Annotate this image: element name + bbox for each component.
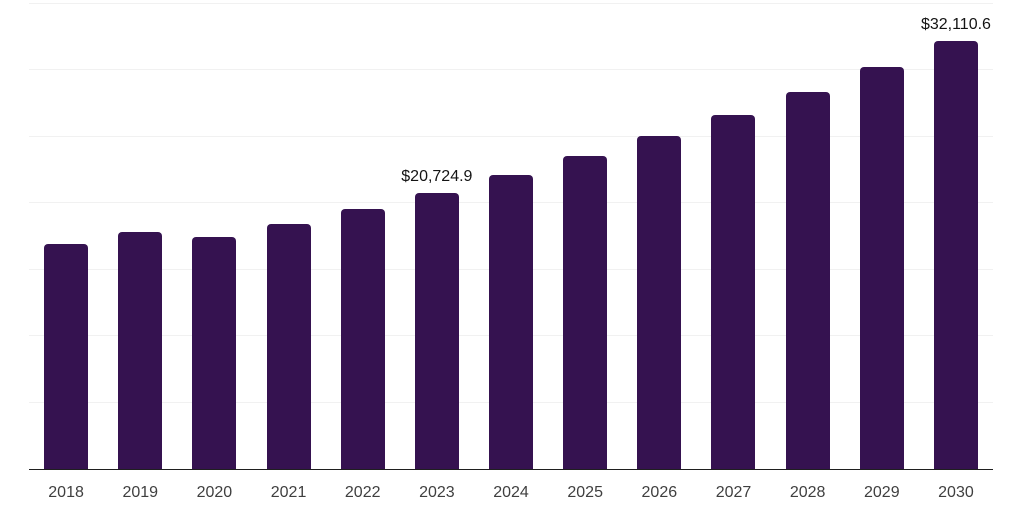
x-tick-2020: 2020 bbox=[196, 484, 233, 501]
x-tick-2026: 2026 bbox=[641, 484, 678, 501]
bar-2020[interactable] bbox=[192, 236, 237, 469]
bar-slot-2026 bbox=[622, 3, 696, 469]
gridline-25000 bbox=[29, 135, 993, 137]
bar-2024[interactable] bbox=[489, 175, 534, 469]
bars-row: $20,724.9 $32,110.6 bbox=[29, 3, 993, 469]
x-axis-labels: 2018 2019 2020 2021 2022 2023 2024 2025 2026 2027… bbox=[29, 483, 993, 503]
bar-2018[interactable] bbox=[44, 243, 89, 469]
x-tick-2024: 2024 bbox=[493, 484, 529, 501]
gridline-35000 bbox=[29, 2, 993, 4]
bar-2030[interactable] bbox=[933, 41, 978, 469]
bar-slot-2029 bbox=[845, 3, 919, 469]
bar-slot-2019 bbox=[103, 3, 177, 469]
bar-2026[interactable] bbox=[637, 136, 682, 469]
bar-2019[interactable] bbox=[118, 231, 163, 469]
bar-slot-2028 bbox=[771, 3, 845, 469]
bar-slot-2030: $32,110.6 bbox=[919, 3, 993, 469]
x-tick-2025: 2025 bbox=[567, 484, 603, 501]
x-tick-2018: 2018 bbox=[48, 484, 84, 501]
x-tick-2022: 2022 bbox=[344, 484, 381, 501]
bar-slot-2021 bbox=[251, 3, 325, 469]
bar-slot-2023: $20,724.9 bbox=[400, 3, 474, 469]
bar-slot-2027 bbox=[696, 3, 770, 469]
x-tick-2019: 2019 bbox=[122, 484, 159, 501]
bar-2023[interactable] bbox=[414, 193, 459, 469]
bar-2028[interactable] bbox=[785, 91, 830, 469]
bar-value-label-2023: $20,724.9 bbox=[401, 168, 473, 186]
bar-2021[interactable] bbox=[266, 223, 311, 469]
bar-2029[interactable] bbox=[859, 67, 904, 469]
x-tick-2023: 2023 bbox=[419, 484, 455, 501]
bar-slot-2022 bbox=[326, 3, 400, 469]
bar-value-label-2030: $32,110.6 bbox=[920, 16, 991, 34]
bar-slot-2018 bbox=[29, 3, 103, 469]
bar-slot-2025 bbox=[548, 3, 622, 469]
plot-area: $20,724.9 $32,110.6 bbox=[29, 2, 993, 470]
x-tick-2029: 2029 bbox=[864, 484, 900, 501]
x-tick-2021: 2021 bbox=[270, 484, 307, 501]
gridline-30000 bbox=[29, 69, 993, 71]
bar-2027[interactable] bbox=[711, 114, 756, 469]
x-tick-2027: 2027 bbox=[715, 484, 752, 501]
bar-2022[interactable] bbox=[340, 209, 385, 469]
x-tick-2030: 2030 bbox=[938, 484, 974, 501]
bar-slot-2020 bbox=[177, 3, 251, 469]
x-tick-2028: 2028 bbox=[789, 484, 826, 501]
bar-2025[interactable] bbox=[563, 156, 608, 469]
bar-slot-2024 bbox=[474, 3, 548, 469]
